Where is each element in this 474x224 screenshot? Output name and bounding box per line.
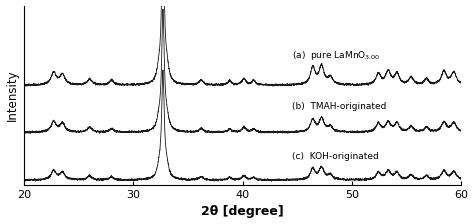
Text: (a)  pure LaMnO$_{3.00}$: (a) pure LaMnO$_{3.00}$ (292, 49, 381, 62)
Text: (c)  KOH-originated: (c) KOH-originated (292, 151, 379, 161)
X-axis label: 2θ [degree]: 2θ [degree] (201, 205, 284, 218)
Text: (b)  TMAH-originated: (b) TMAH-originated (292, 102, 386, 111)
Y-axis label: Intensity: Intensity (6, 69, 18, 121)
